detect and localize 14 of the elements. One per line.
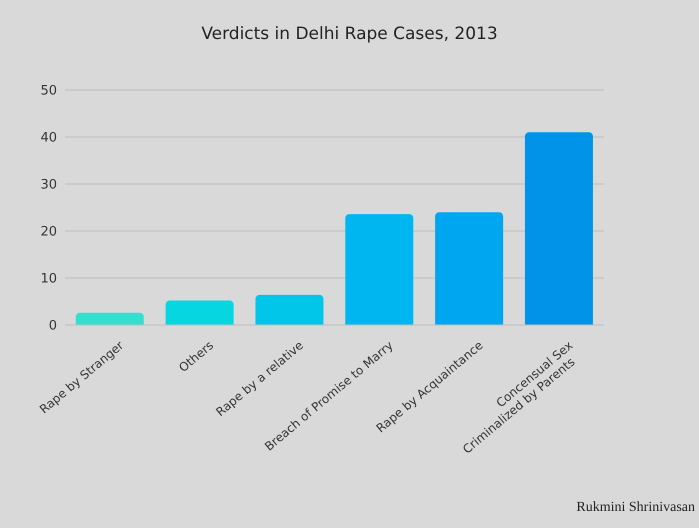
y-tick-label: 30 — [40, 178, 57, 193]
bar — [435, 212, 504, 325]
y-tick-label: 40 — [40, 130, 57, 146]
y-tick-label: 0 — [48, 318, 57, 334]
y-tick-label: 50 — [40, 84, 57, 99]
bar — [166, 300, 234, 325]
bar — [255, 294, 324, 325]
chart-title: Verdicts in Delhi Rape Cases, 2013 — [200, 24, 499, 44]
y-tick-label: 10 — [40, 272, 57, 287]
y-tick-label: 20 — [40, 224, 57, 240]
bar — [524, 132, 593, 325]
bar — [76, 312, 144, 325]
bar — [345, 214, 414, 325]
text: Rukmini Shrinivasan — [576, 500, 695, 516]
